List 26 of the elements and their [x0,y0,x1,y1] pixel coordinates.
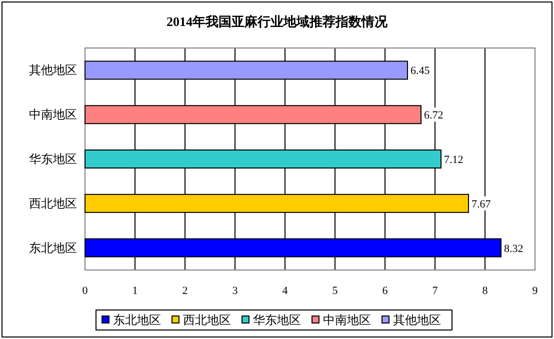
y-tick-label: 西北地区 [29,196,77,210]
x-tick-label: 3 [232,285,238,297]
x-tick-label: 1 [132,285,138,297]
x-tick-label: 4 [282,285,288,297]
chart-title: 2014年我国亚麻行业地域推荐指数情况 [166,14,388,29]
x-tick-label: 8 [482,285,488,297]
data-label: 6.72 [424,110,444,122]
legend-label: 华东地区 [253,313,301,327]
x-tick-label: 7 [432,285,438,297]
data-label: 8.32 [504,242,524,255]
x-tick-label: 6 [382,285,388,297]
y-tick-label: 其他地区 [29,63,77,78]
legend-label: 西北地区 [183,313,231,327]
data-label: 6.45 [410,65,430,78]
data-label: 7.12 [444,154,464,166]
y-tick-label: 中南地区 [29,108,77,122]
x-tick-label: 5 [332,285,338,297]
data-label: 7.67 [472,198,492,210]
legend-label: 中南地区 [323,313,371,327]
legend-label: 其他地区 [393,313,441,327]
x-tick-label: 9 [532,285,538,297]
x-tick-label: 2 [182,285,188,297]
y-tick-label: 华东地区 [29,152,77,166]
y-tick-label: 东北地区 [29,240,77,255]
legend-label: 东北地区 [113,313,161,327]
x-tick-label: 0 [82,285,88,297]
